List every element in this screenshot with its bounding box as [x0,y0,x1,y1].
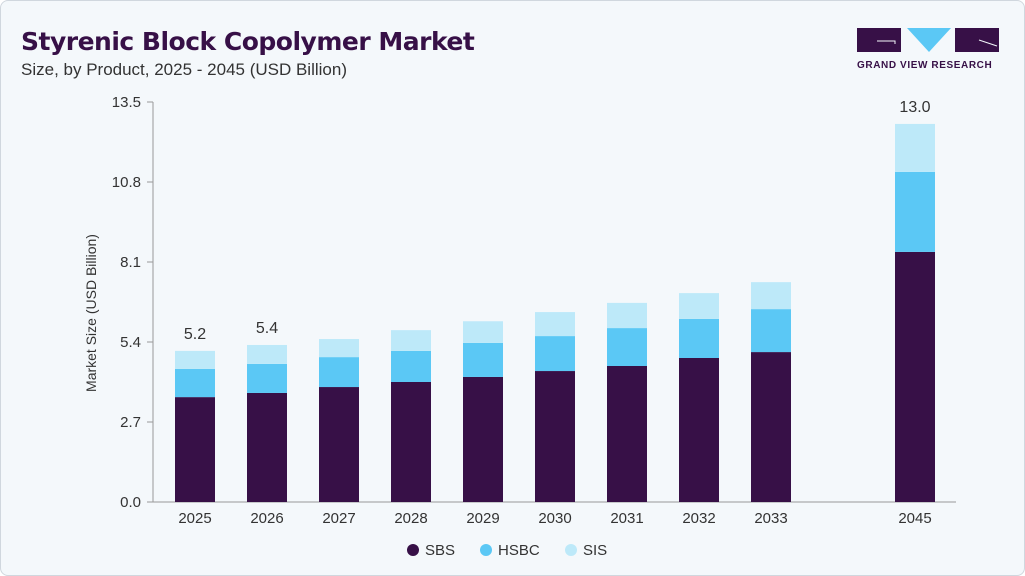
legend-marker-hsbc [480,544,492,556]
bar-hsbc-2032 [679,318,719,358]
bar-hsbc-2045 [895,171,935,252]
logo-text: GRAND VIEW RESEARCH [857,60,993,71]
bar-hsbc-2031 [607,328,647,366]
x-tick-label: 2032 [682,510,715,527]
bar-sis-2027 [319,339,359,358]
bar-sbs-2033 [751,352,791,502]
bar-sis-2032 [679,293,719,319]
legend-marker-sbs [407,544,419,556]
bar-sbs-2026 [247,392,287,502]
bar-sbs-2032 [679,358,719,502]
legend-label-hsbc: HSBC [498,542,540,559]
y-tick-label: 2.7 [120,414,141,431]
x-tick-label: 2027 [322,510,355,527]
bar-sis-2025 [175,350,215,369]
bar-sis-2045 [895,123,935,172]
chart-title: Styrenic Block Copolymer Market [21,27,475,56]
bar-sis-2031 [607,302,647,329]
legend-label-sbs: SBS [425,542,455,559]
bar-hsbc-2026 [247,363,287,393]
y-tick-label: 5.4 [120,334,141,351]
legend-marker-sis [565,544,577,556]
bar-sis-2033 [751,282,791,310]
y-tick-label: 0.0 [120,494,141,511]
bar-hsbc-2028 [391,350,431,382]
bar-sbs-2027 [319,387,359,502]
y-tick-label: 8.1 [120,254,141,271]
bar-hsbc-2030 [535,336,575,372]
legend-label-sis: SIS [583,542,607,559]
data-label-2025: 5.2 [184,326,206,343]
bar-sis-2030 [535,312,575,337]
bar-hsbc-2025 [175,368,215,398]
bar-hsbc-2027 [319,357,359,388]
x-tick-label: 2045 [898,510,931,527]
bar-sbs-2025 [175,397,215,502]
bar-hsbc-2029 [463,342,503,377]
y-tick-label: 13.5 [112,94,141,111]
grand-view-research-logo: GRAND VIEW RESEARCH [857,28,999,71]
y-tick-label: 10.8 [112,174,141,191]
chart-subtitle: Size, by Product, 2025 - 2045 (USD Billi… [21,60,347,79]
bar-sbs-2045 [895,251,935,502]
bar-sis-2028 [391,330,431,351]
bar-sis-2029 [463,321,503,343]
y-axis-label: Market Size (USD Billion) [83,234,99,392]
bar-sbs-2031 [607,366,647,502]
bar-sbs-2030 [535,371,575,502]
x-tick-label: 2028 [394,510,427,527]
x-tick-label: 2031 [610,510,643,527]
bar-sis-2026 [247,344,287,364]
data-label-2026: 5.4 [256,320,278,337]
data-label-2045: 13.0 [899,99,930,116]
gvr-logo-icon [857,28,999,52]
bar-sbs-2029 [463,376,503,502]
bar-sbs-2028 [391,382,431,502]
x-tick-label: 2033 [754,510,787,527]
bar-hsbc-2033 [751,309,791,353]
x-tick-label: 2026 [250,510,283,527]
x-tick-label: 2025 [178,510,211,527]
x-tick-label: 2029 [466,510,499,527]
x-tick-label: 2030 [538,510,571,527]
